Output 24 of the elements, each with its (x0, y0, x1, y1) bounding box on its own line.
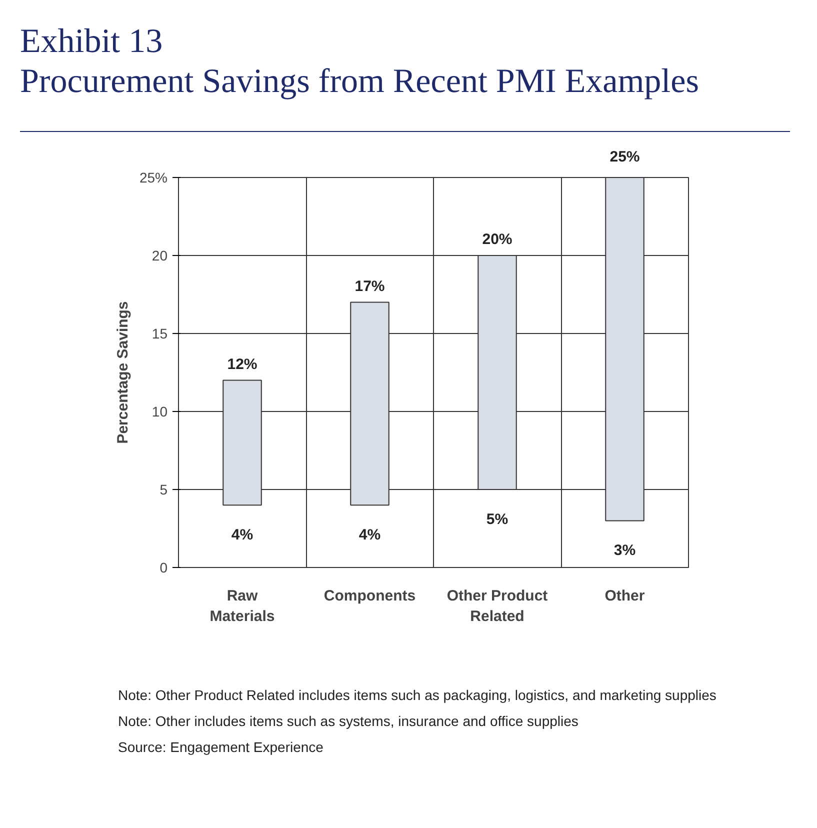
annotation: 4% (358, 526, 381, 544)
x-tick-label: Other (604, 588, 645, 604)
y-tick-label: 20 (152, 248, 168, 264)
annotation: 12% (227, 356, 258, 373)
y-tick-label: 0 (160, 560, 168, 576)
text: Note: Other Product Related includes items such as packaging, logistics, and marketing supplies (118, 686, 716, 705)
chart-title: Exhibit 13 (20, 22, 164, 62)
annotation: 4% (231, 526, 254, 544)
y-axis-title: Percentage Savings (114, 301, 132, 444)
x-tick-label: Other Product Related (446, 588, 548, 625)
annotation: 17% (354, 278, 385, 295)
y-tick-label: 15 (152, 326, 168, 342)
chart-subtitle: Procurement Savings from Recent PMI Examples (20, 62, 699, 102)
x-tick-label: Components (324, 588, 416, 604)
x-tick-label: Raw Materials (210, 588, 275, 625)
annotation: 20% (482, 231, 512, 248)
text: Note: Other includes items such as systems, insurance and office supplies (118, 712, 580, 731)
source-note: Source: Engagement Experience (118, 738, 324, 757)
annotation: 25% (610, 148, 640, 166)
y-tick-label: 10 (152, 404, 168, 420)
y-tick-label: 5 (160, 482, 168, 498)
annotation: 3% (614, 542, 636, 560)
y-tick-label: 25% (139, 170, 168, 186)
annotation: 5% (486, 511, 508, 528)
